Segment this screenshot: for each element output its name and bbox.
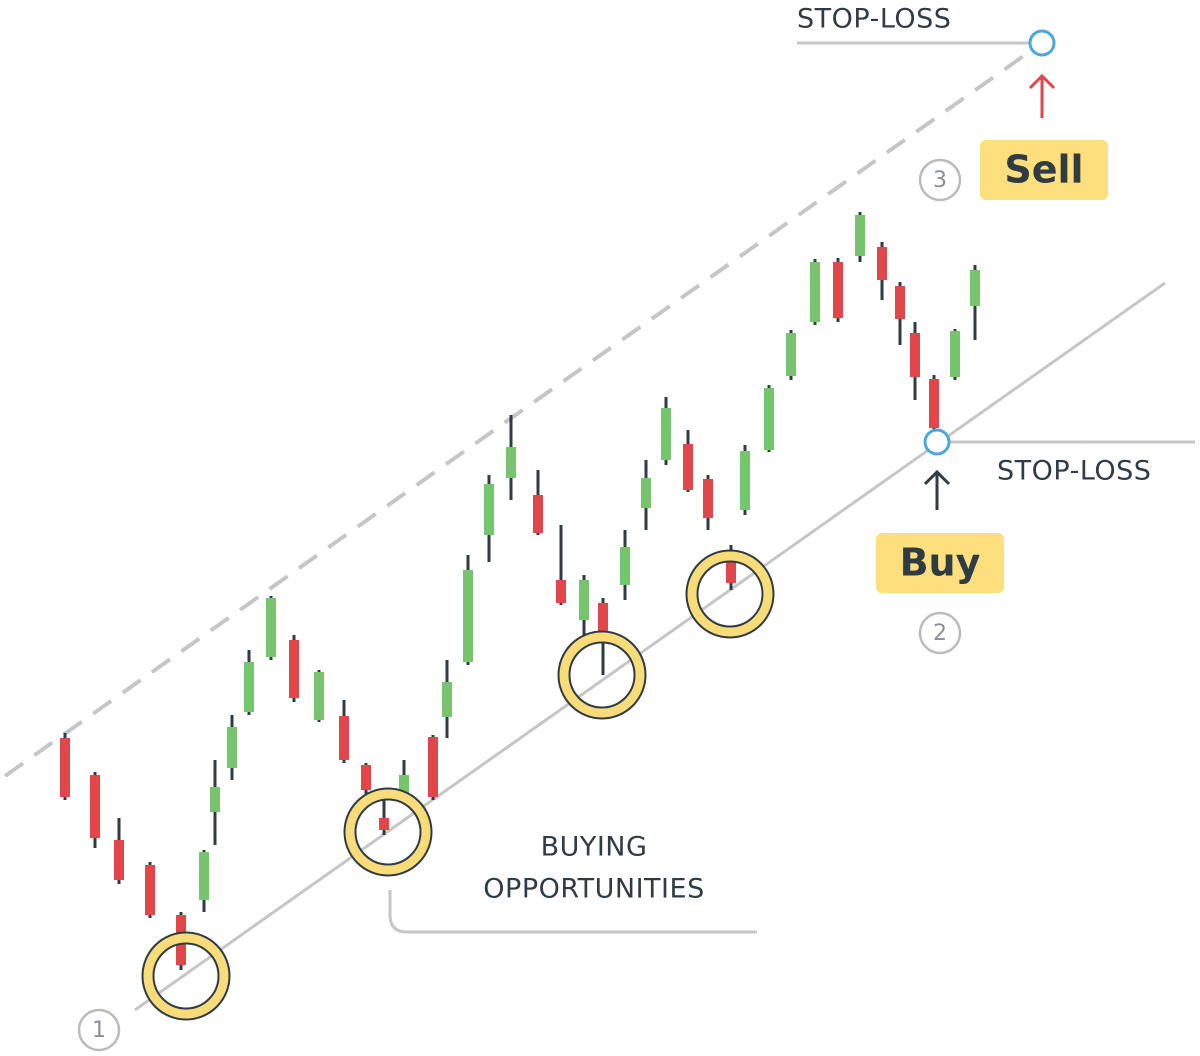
stop-loss-label: STOP-LOSS [797,4,951,35]
candles [60,212,980,970]
candle-body [145,865,155,915]
step-circle [918,611,962,655]
ring [343,787,433,877]
annotation: BUYING [541,832,648,863]
support-line [134,281,1166,1012]
entry-point [923,428,951,456]
candle-body [620,547,630,585]
ring [685,549,775,639]
candle-body [950,331,960,377]
candle-body [506,447,516,478]
step-number: 2 [933,621,947,646]
candle-body [428,737,438,797]
candle-body [379,818,389,830]
candle-body [399,775,409,795]
sell-badge [980,140,1108,200]
sell-label: Sell [1004,148,1083,192]
candle-body [895,286,905,319]
candle-body [60,738,70,797]
candle-body [244,662,254,712]
stop-loss-point [1028,29,1056,57]
resistance-line [3,48,1034,778]
bracket [388,890,757,934]
candle-body [556,580,566,603]
arrow-up [1028,73,1056,118]
buy-label: Buy [900,541,981,585]
candle-body [703,479,713,518]
candle-body [786,333,796,376]
candle-body [533,495,543,533]
candle-body [740,451,750,510]
candle-body [877,247,887,280]
candle-body [314,672,324,720]
buy-badge [876,533,1004,593]
trend-lines [3,41,1195,1012]
candle-body [484,484,494,535]
candle-body [764,388,774,450]
candle-body [910,333,920,377]
candle-body [833,262,843,318]
candle-body [199,852,209,900]
ring [141,931,231,1021]
step-circle [77,1008,121,1052]
highlight-rings [141,549,775,1021]
candle-body [641,478,651,508]
candle-body [726,550,736,583]
step-circle [918,158,962,202]
arrow-up [923,469,951,510]
candle-body [598,603,608,632]
candle-body [227,727,237,768]
candle-body [289,640,299,698]
candle-body [463,570,473,662]
candle-body [210,787,220,812]
annotation: OPPORTUNITIES [483,874,704,905]
stop-loss-label: STOP-LOSS [997,456,1151,487]
candle-body [114,840,124,880]
candle-body [266,598,276,657]
candle-body [970,270,980,306]
candle-body [339,716,349,760]
candle-body [442,682,452,717]
candle-body [929,379,939,428]
step-number: 1 [92,1018,106,1043]
step-number: 3 [933,168,947,193]
candle-body [855,215,865,256]
candle-body [810,262,820,322]
candle-body [90,775,100,838]
candle-body [683,444,693,490]
candle-body [579,580,589,620]
candle-body [661,408,671,460]
ring [557,630,647,720]
candle-body [361,765,371,790]
